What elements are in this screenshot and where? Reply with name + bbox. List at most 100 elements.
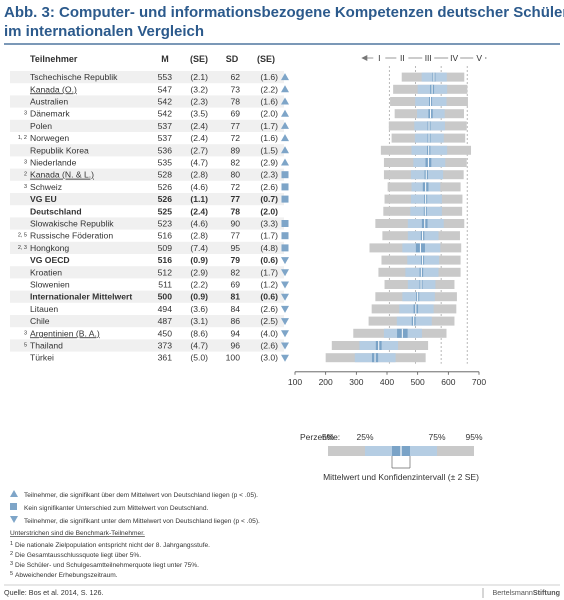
row-mean-se: (0.9) (190, 255, 208, 265)
row-sd-se: (4.0) (260, 328, 278, 338)
row-participant-name: Russische Föderation (30, 231, 113, 241)
row-sd-value: 77 (230, 121, 240, 131)
row-mean-value: 450 (158, 328, 173, 338)
note-square-icon (10, 503, 17, 510)
row-participant-name: Niederlande (30, 158, 77, 168)
row-superscript: 2, 5 (18, 233, 27, 239)
table-row: Republik Korea 536 (2.7) 89 (1.5) (10, 144, 472, 157)
fn1-number: 1 (10, 541, 13, 547)
row-mean-se: (2.4) (190, 133, 208, 143)
row-mean-value: 511 (158, 280, 172, 290)
significance-up-icon (281, 109, 289, 117)
row-mean-value: 523 (158, 219, 173, 229)
row-stripe (10, 193, 284, 206)
row-participant-name: Slowenien (30, 280, 70, 290)
row-mean-value: 500 (158, 292, 173, 302)
row-sd-se: (3.3) (260, 219, 278, 229)
row-sd-value: 72 (230, 133, 240, 143)
fn5-text: Abweichender Erhebungszeitraum. (15, 572, 118, 579)
percentile-legend: Perzentile: 5% 25% 75% 95% Mittelwert un… (300, 432, 483, 482)
significance-none-icon (281, 183, 289, 191)
row-mean-se: (5.0) (190, 353, 208, 363)
row-sd-se: (2.2) (260, 84, 278, 94)
row-mean-se: (2.4) (190, 206, 208, 216)
row-mean-se: (2.8) (190, 231, 208, 241)
row-participant-name: VG OECD (30, 255, 70, 265)
level-label-bg (473, 52, 486, 63)
table-row: Australien 542 (2.3) 78 (1.6) (10, 95, 468, 108)
row-sd-value: 78 (230, 97, 240, 107)
row-sd-se: (2.3) (260, 170, 278, 180)
row-stripe (10, 168, 284, 181)
chart-title-line1: Abb. 3: Computer- und informationsbezoge… (4, 4, 564, 21)
row-sd-value: 62 (230, 72, 240, 82)
table-row: Chile 487 (3.1) 86 (2.5) (10, 315, 455, 328)
row-participant-name: Slowakische Republik (30, 219, 114, 229)
header-m: M (161, 54, 169, 64)
row-participant-name: Hongkong (30, 243, 69, 253)
note-benchmark: Unterstrichen sind die Benchmark-Teilneh… (10, 530, 145, 537)
marker-notes: Teilnehmer, die signifikant über dem Mit… (10, 490, 260, 525)
table-row: Internationaler Mittelwert 500 (0.9) 81 (0.6… (10, 290, 457, 303)
row-superscript: 2, 3 (18, 245, 27, 251)
header-se: (SE) (190, 54, 208, 64)
row-sd-se: (1.2) (260, 280, 278, 290)
row-sd-se: (2.6) (260, 304, 278, 314)
significance-up-icon (281, 97, 289, 105)
legend-ci-label: Mittelwert und Konfidenzintervall (± 2 S… (323, 472, 479, 482)
x-tick-label: 700 (472, 377, 486, 387)
row-mean-value: 373 (158, 341, 173, 351)
significance-down-icon (281, 305, 289, 313)
row-sd-se: (1.7) (260, 267, 278, 277)
row-participant-name: Australien (30, 97, 68, 107)
row-mean-se: (4.7) (190, 158, 208, 168)
significance-down-icon (281, 281, 289, 289)
row-mean-value: 547 (158, 84, 173, 94)
row-participant-name: Kanada (N. & L.) (30, 170, 94, 180)
x-tick-label: 500 (411, 377, 425, 387)
row-mean-se: (2.8) (190, 170, 208, 180)
x-tick-label: 400 (380, 377, 394, 387)
level-label-II: II (400, 53, 405, 63)
significance-down-icon (281, 342, 289, 350)
row-sd-value: 82 (230, 158, 240, 168)
row-stripe (10, 290, 284, 303)
table-row: 3 Niederlande 535 (4.7) 82 (2.9) (24, 158, 467, 168)
row-participant-name: Tschechische Republik (30, 72, 118, 82)
row-participant-name: Thailand (30, 341, 63, 351)
x-tick-label: 200 (319, 377, 333, 387)
row-mean-value: 512 (158, 267, 173, 277)
significance-up-icon (281, 85, 289, 93)
row-sd-se: (2.0) (260, 206, 278, 216)
row-participant-name: Argentinien (B. A.) (30, 328, 100, 338)
table-row: VG OECD 516 (0.9) 79 (0.6) (30, 255, 461, 265)
row-sd-value: 100 (226, 353, 241, 363)
note-down-text: Teilnehmer, die signifikant unter dem Mi… (24, 518, 260, 525)
row-sd-se: (3.0) (260, 353, 278, 363)
row-sd-value: 94 (230, 328, 240, 338)
row-mean-se: (3.2) (190, 84, 208, 94)
row-mean-value: 361 (158, 353, 173, 363)
row-superscript: 1, 2 (18, 135, 27, 141)
header-se-sd: (SE) (257, 54, 275, 64)
row-participant-name: VG EU (30, 194, 57, 204)
table-row: Polen 537 (2.4) 77 (1.7) (10, 119, 467, 132)
row-sd-se: (1.7) (260, 231, 278, 241)
rows-layer: Tschechische Republik 553 (2.1) 62 (1.6) Kana… (10, 71, 472, 363)
row-mean-se: (7.4) (190, 243, 208, 253)
row-mean-se: (0.9) (190, 292, 208, 302)
row-stripe (10, 315, 284, 328)
level-arrow-left-icon (361, 55, 368, 61)
row-stripe (10, 119, 284, 132)
row-mean-value: 528 (158, 170, 173, 180)
row-participant-name: Deutschland (30, 206, 82, 216)
row-mean-se: (4.7) (190, 341, 208, 351)
row-sd-value: 90 (230, 219, 240, 229)
row-superscript: 3 (24, 184, 27, 190)
significance-none-icon (281, 220, 289, 227)
x-tick-label: 300 (349, 377, 363, 387)
legend-p75-label: 75% (428, 432, 445, 442)
brand-bold: Stiftung (533, 588, 560, 597)
table-row: 3 Argentinien (B. A.) 450 (8.6) 94 (4.0) (24, 328, 447, 338)
row-sd-se: (2.5) (260, 316, 278, 326)
